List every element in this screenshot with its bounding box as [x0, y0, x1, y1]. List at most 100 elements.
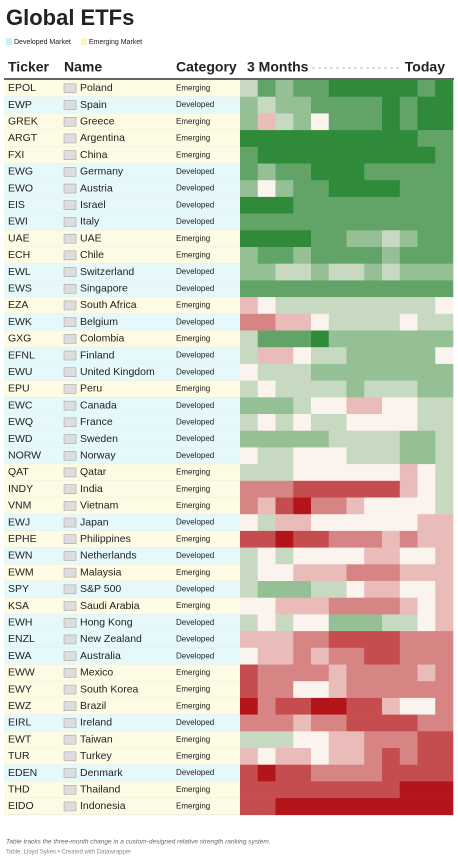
- heat-cell: [240, 330, 259, 348]
- table-row: QAT Qatar Emerging: [4, 464, 454, 482]
- heat-cell: [382, 430, 401, 448]
- heat-cell: [311, 414, 330, 431]
- heat-cell: [435, 330, 454, 348]
- heat-cell: [399, 163, 418, 181]
- heat-cell: [240, 163, 259, 181]
- heat-cell: [435, 163, 454, 181]
- heat-cell: [328, 313, 347, 331]
- heat-cell: [364, 597, 383, 615]
- heat-cell: [382, 614, 401, 632]
- footer-source: Table: Lloyd Sykes • Created with Datawr…: [6, 850, 131, 856]
- ticker: EWD: [8, 433, 33, 445]
- heat-cell: [382, 196, 401, 214]
- heat-cell: [346, 80, 365, 97]
- heat-cell: [364, 113, 383, 131]
- category: Developed: [176, 267, 214, 276]
- heat-cell: [399, 213, 418, 231]
- heat-cell: [293, 597, 312, 615]
- heat-cell: [435, 781, 454, 799]
- heat-cell: [382, 597, 401, 615]
- heat-cell: [417, 697, 436, 715]
- heat-cell: [399, 414, 418, 431]
- country-name: Saudi Arabia: [80, 600, 140, 612]
- row-background: [4, 96, 240, 114]
- heat-cell: [417, 581, 436, 598]
- flag-icon: [63, 668, 77, 678]
- heat-cell: [257, 464, 276, 482]
- heat-cell: [364, 247, 383, 264]
- heat-cell: [275, 798, 294, 816]
- heat-cell: [399, 581, 418, 598]
- heat-cell: [328, 130, 347, 148]
- heat-cell: [275, 96, 294, 114]
- heat-cell: [382, 664, 401, 682]
- heat-cell: [275, 781, 294, 799]
- heat-cell: [293, 230, 312, 248]
- table-row: EIS Israel Developed: [4, 196, 454, 214]
- heat-cell: [417, 781, 436, 799]
- country-name: Austria: [80, 182, 113, 194]
- heat-cell: [293, 614, 312, 632]
- heat-cell: [328, 530, 347, 548]
- country-name: Turkey: [80, 750, 112, 762]
- heat-cell: [399, 764, 418, 782]
- heat-cell: [346, 347, 365, 365]
- heat-cell: [328, 430, 347, 448]
- heat-cell: [399, 597, 418, 615]
- heat-cell: [240, 313, 259, 331]
- heat-cell: [293, 247, 312, 264]
- heat-cell: [293, 514, 312, 532]
- table-row: KSA Saudi Arabia Emerging: [4, 597, 454, 615]
- heat-cell: [399, 80, 418, 97]
- row-background: [4, 697, 240, 715]
- country-name: Vietnam: [80, 500, 119, 512]
- heat-cell: [293, 96, 312, 114]
- heat-cell: [257, 647, 276, 665]
- heat-cell: [382, 647, 401, 665]
- heat-cell: [435, 430, 454, 448]
- heat-cell: [417, 731, 436, 749]
- heat-cell: [399, 748, 418, 765]
- flag-icon: [63, 150, 77, 160]
- heat-cell: [275, 230, 294, 248]
- heat-cell: [417, 447, 436, 465]
- flag-icon: [63, 785, 77, 795]
- heat-cell: [382, 397, 401, 415]
- country-name: Peru: [80, 383, 102, 395]
- heat-cell: [311, 330, 330, 348]
- heat-cell: [346, 748, 365, 765]
- heat-cell: [328, 464, 347, 482]
- heat-cell: [417, 180, 436, 198]
- heat-cell: [417, 230, 436, 248]
- country-name: India: [80, 483, 103, 495]
- heat-cell: [382, 247, 401, 264]
- heat-cell: [275, 497, 294, 515]
- heat-cell: [293, 681, 312, 699]
- ticker: EPU: [8, 383, 30, 395]
- heat-cell: [311, 530, 330, 548]
- heat-cell: [257, 614, 276, 632]
- heat-cell: [399, 297, 418, 315]
- country-name: Japan: [80, 516, 109, 528]
- ticker: EWH: [8, 617, 33, 629]
- category: Emerging: [176, 234, 210, 243]
- flag-icon: [63, 167, 77, 177]
- heat-cell: [311, 781, 330, 799]
- heat-cell: [257, 330, 276, 348]
- table-row: VNM Vietnam Emerging: [4, 497, 454, 515]
- heat-cell: [328, 297, 347, 315]
- heat-cell: [293, 213, 312, 231]
- heat-cell: [240, 748, 259, 765]
- heat-cell: [293, 798, 312, 816]
- heat-cell: [346, 313, 365, 331]
- heat-cell: [311, 447, 330, 465]
- header-ticker: Ticker: [8, 59, 50, 75]
- heat-cell: [364, 163, 383, 181]
- row-background: [4, 347, 240, 364]
- heat-cell: [382, 697, 401, 715]
- heat-cell: [364, 313, 383, 331]
- heat-cell: [328, 647, 347, 665]
- heat-cell: [346, 414, 365, 431]
- heat-cell: [346, 781, 365, 799]
- heat-cell: [382, 180, 401, 198]
